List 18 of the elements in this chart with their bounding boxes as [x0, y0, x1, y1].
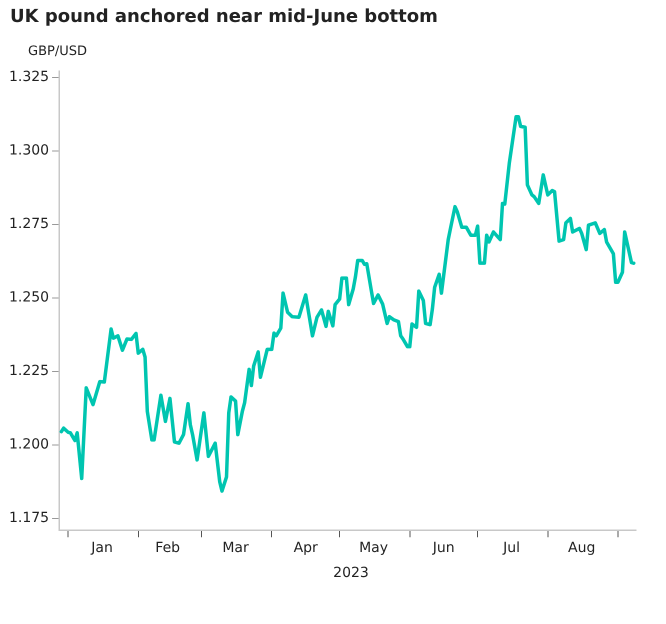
y-tick-label: 1.300 — [8, 142, 50, 158]
x-axis-title: 2023 — [332, 565, 370, 581]
y-axis-title: GBP/USD — [28, 44, 87, 59]
x-tick-label: Feb — [155, 540, 180, 556]
x-tick-label: Jul — [502, 540, 520, 556]
x-tick-label: Apr — [294, 540, 318, 556]
chart-title: UK pound anchored near mid-June bottom — [10, 6, 438, 27]
y-tick-label: 1.250 — [8, 290, 50, 306]
y-tick-label: 1.175 — [8, 510, 50, 526]
x-tick-label: Aug — [568, 540, 596, 556]
y-tick-label: 1.275 — [8, 216, 50, 232]
x-tick-label: May — [359, 540, 388, 556]
y-tick-label: 1.325 — [8, 68, 50, 85]
y-tick-label: 1.225 — [8, 363, 50, 380]
x-tick-label: Jun — [432, 540, 455, 556]
y-tick-label: 1.200 — [8, 436, 50, 453]
x-tick-label: Jan — [90, 540, 113, 556]
x-tick-label: Mar — [222, 540, 249, 556]
